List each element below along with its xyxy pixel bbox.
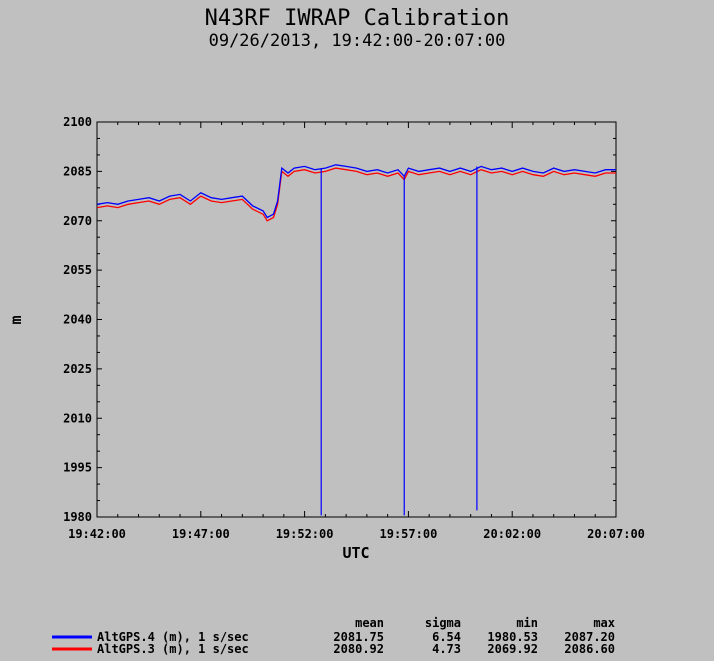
stats-header: max	[593, 616, 615, 630]
plot-area	[96, 121, 617, 518]
x-axis-label: UTC	[342, 544, 369, 562]
y-tick-label: 2085	[63, 164, 92, 178]
x-axis: 19:42:00 19:47:00 19:52:00 19:57:00 20:02:00…	[68, 122, 645, 541]
legend-label: AltGPS.4 (m), 1 s/sec	[97, 630, 249, 644]
chart-title: N43RF IWRAP Calibration	[205, 6, 510, 31]
x-tick-label: 20:02:00	[483, 527, 541, 541]
stats-value-sigma: 4.73	[432, 642, 461, 656]
stats-value-min: 1980.53	[487, 630, 538, 644]
stats-value-max: 2086.60	[564, 642, 615, 656]
stats-header: min	[516, 616, 538, 630]
stats-header: sigma	[425, 616, 461, 630]
y-axis-label: m	[7, 315, 25, 324]
y-axis: 2100 2085 2070 2055 2040 2025 2010 1995 1980	[63, 115, 616, 524]
y-tick-label: 2070	[63, 214, 92, 228]
x-tick-label: 19:52:00	[276, 527, 334, 541]
y-tick-label: 2025	[63, 362, 92, 376]
y-tick-label: 1995	[63, 461, 92, 475]
x-tick-label: 19:42:00	[68, 527, 126, 541]
stats-value-mean: 2081.75	[333, 630, 384, 644]
y-tick-label: 2055	[63, 263, 92, 277]
stats-value-max: 2087.20	[564, 630, 615, 644]
series-layer	[96, 164, 616, 516]
y-tick-label: 2100	[63, 115, 92, 129]
x-tick-label: 19:47:00	[172, 527, 230, 541]
chart-subtitle: 09/26/2013, 19:42:00-20:07:00	[209, 31, 506, 51]
x-tick-label: 19:57:00	[380, 527, 438, 541]
series-line-0	[96, 164, 616, 219]
legend: mean sigma min max AltGPS.4 (m), 1 s/sec 2081…	[52, 616, 615, 656]
y-tick-label: 1980	[63, 510, 92, 524]
y-tick-label: 2040	[63, 313, 92, 327]
stats-value-min: 2069.92	[487, 642, 538, 656]
series-line-1	[96, 167, 616, 222]
stats-header: mean	[355, 616, 384, 630]
x-tick-label: 20:07:00	[587, 527, 645, 541]
stats-value-sigma: 6.54	[432, 630, 461, 644]
y-tick-label: 2010	[63, 411, 92, 425]
legend-label: AltGPS.3 (m), 1 s/sec	[97, 642, 249, 656]
stats-value-mean: 2080.92	[333, 642, 384, 656]
